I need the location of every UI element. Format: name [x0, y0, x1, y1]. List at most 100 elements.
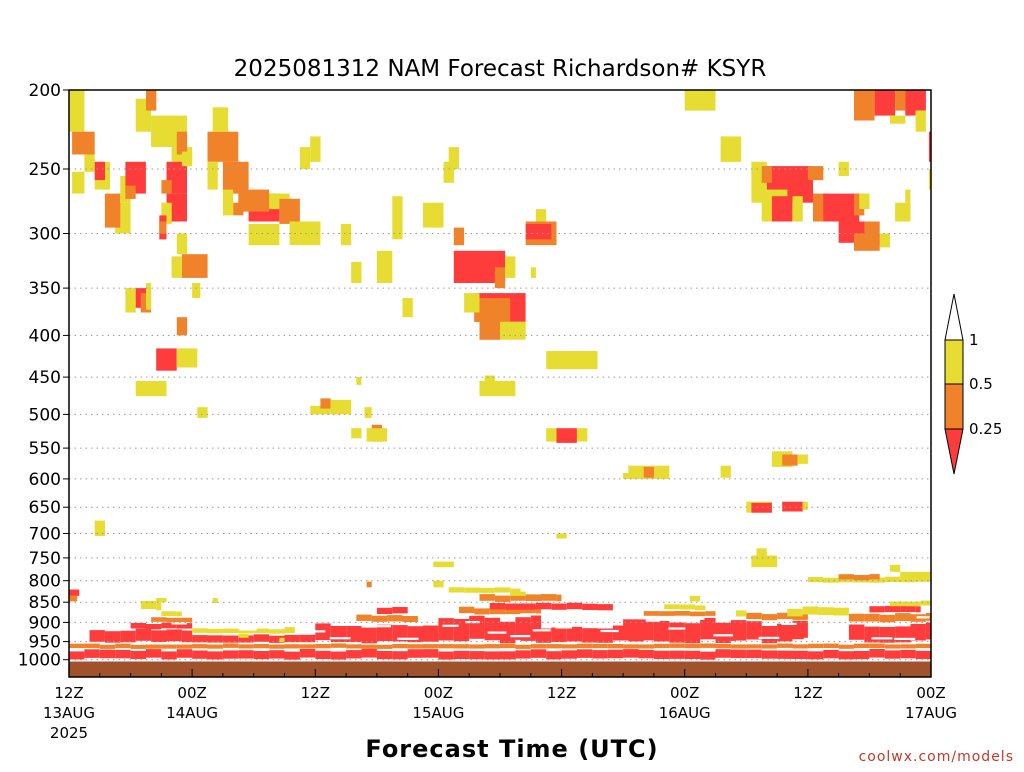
band-cell: [530, 615, 542, 639]
band-cell: [669, 643, 685, 648]
band-cell: [115, 643, 131, 649]
data-cell: [751, 555, 778, 568]
band-cell: [520, 606, 536, 614]
band-cell: [151, 630, 167, 642]
band-cell: [761, 650, 778, 659]
streak: [781, 622, 797, 625]
band-cell: [269, 629, 285, 634]
speck-cell: [212, 598, 218, 603]
x-tick-date: 15AUG: [412, 704, 464, 722]
streak: [826, 639, 849, 642]
band-cell: [284, 651, 300, 660]
data-cell: [289, 221, 321, 246]
band-cell: [925, 622, 931, 640]
colorbar-bottom-arrow: [944, 428, 964, 475]
band-cell: [361, 648, 377, 658]
band-cell: [715, 643, 731, 649]
streak: [194, 618, 209, 621]
band-cell: [500, 621, 516, 644]
band-cell: [592, 650, 608, 659]
band-cell: [895, 613, 911, 621]
data-cell: [479, 317, 500, 340]
band-cell: [438, 651, 454, 660]
streak: [713, 634, 734, 637]
y-tick-label: 650: [29, 498, 61, 518]
band-cell: [253, 634, 270, 642]
band-cell: [346, 650, 362, 659]
data-cell: [356, 377, 362, 385]
band-cell: [577, 643, 593, 649]
streak: [284, 624, 301, 628]
data-cell: [874, 90, 896, 116]
data-cell: [423, 202, 444, 228]
band-cell: [284, 644, 300, 649]
band-cell: [192, 635, 208, 643]
band-cell: [84, 643, 100, 648]
band-cell: [459, 606, 475, 614]
data-cells: [69, 90, 931, 660]
x-axis-label: Forecast Time (UTC): [365, 735, 658, 763]
band-cell: [900, 605, 916, 612]
data-cell: [72, 131, 95, 155]
band-cell: [469, 615, 485, 639]
colorbar-yellow: [944, 339, 964, 385]
band-cell: [176, 644, 193, 649]
streak: [465, 621, 480, 624]
data-cell: [761, 166, 772, 183]
band-cell: [238, 628, 254, 634]
band-cell: [777, 643, 793, 648]
speck-cell: [69, 595, 78, 602]
band-cell: [715, 649, 731, 658]
band-cell: [879, 614, 896, 623]
data-cell: [197, 407, 208, 418]
x-tick-label: 12Z: [547, 684, 576, 702]
band-cell: [494, 587, 511, 593]
band-cell: [561, 644, 577, 649]
x-tick-date: 13AUG: [43, 704, 95, 722]
band-cell: [192, 650, 208, 659]
speck-cell: [900, 571, 931, 579]
band-cell: [207, 644, 223, 649]
colorbar-orange: [944, 383, 964, 430]
band-cell: [438, 618, 454, 641]
band-cell: [838, 574, 854, 580]
streak: [532, 629, 551, 632]
band-cell: [792, 650, 808, 659]
band-cell: [638, 619, 654, 641]
streak: [510, 635, 531, 638]
band-cell: [653, 643, 670, 649]
band-cell: [884, 605, 901, 613]
band-cell: [161, 651, 177, 660]
band-cell: [623, 644, 639, 649]
band-cell: [854, 575, 870, 581]
band-cell: [623, 619, 639, 641]
band-cell: [120, 630, 136, 643]
data-cell: [443, 161, 454, 183]
data-cell: [505, 256, 516, 278]
data-cell: [494, 267, 506, 289]
data-cell: [310, 136, 321, 162]
band-cell: [535, 607, 541, 614]
data-cell: [94, 161, 105, 181]
data-cell: [161, 202, 172, 224]
y-tick-label: 450: [29, 368, 61, 388]
band-cell: [607, 649, 624, 659]
band-cell: [407, 649, 423, 658]
band-cell: [915, 643, 931, 649]
speck-cell: [366, 581, 372, 588]
streak: [487, 631, 507, 634]
band-cell: [104, 631, 121, 643]
streak: [329, 637, 351, 640]
band-cell: [156, 602, 162, 611]
band-cell: [823, 643, 839, 648]
y-tick-label: 350: [29, 279, 61, 299]
data-cell: [125, 185, 136, 199]
band-cell: [484, 644, 500, 649]
pressure-gridlines: [69, 168, 931, 661]
band-cell: [387, 615, 403, 622]
band-cell: [464, 587, 480, 593]
data-cell: [125, 288, 136, 313]
colorbar-top-arrow: [944, 293, 964, 341]
band-cell: [299, 644, 316, 649]
